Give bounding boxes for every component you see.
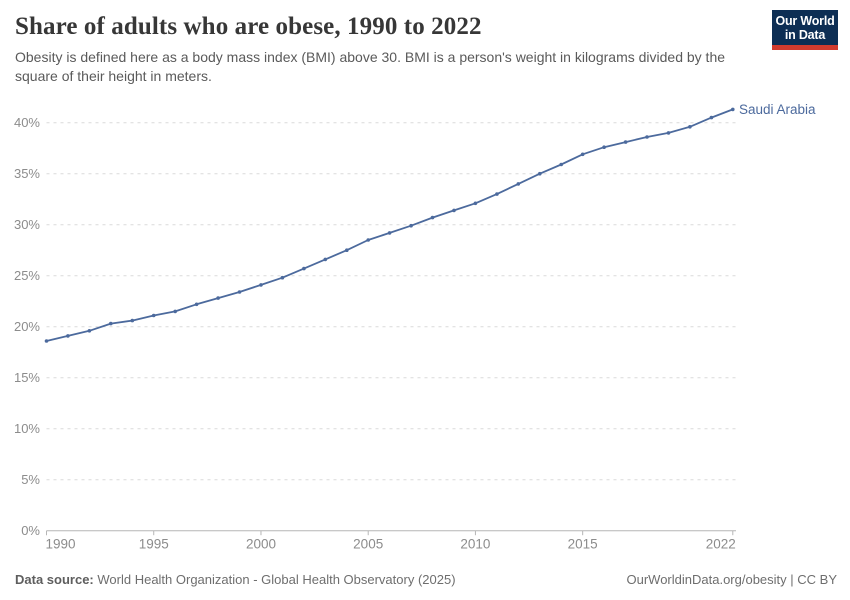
- data-point: [645, 135, 649, 139]
- chart-header: Share of adults who are obese, 1990 to 2…: [15, 13, 765, 85]
- data-point: [302, 266, 306, 271]
- data-point: [580, 152, 585, 157]
- x-axis-tick-label: 2000: [246, 537, 276, 552]
- data-point: [323, 257, 328, 262]
- chart-footer: Data source: World Health Organization -…: [15, 572, 837, 587]
- x-axis-tick-label: 1990: [46, 537, 76, 552]
- y-axis-tick-label: 20%: [14, 319, 40, 334]
- y-axis-tick-label: 0%: [21, 523, 40, 538]
- data-point: [173, 309, 177, 314]
- data-point: [409, 223, 413, 228]
- data-source-label: Data source:: [15, 572, 94, 587]
- data-point: [259, 283, 263, 287]
- y-axis-tick-label: 35%: [14, 166, 40, 181]
- data-point: [559, 162, 563, 167]
- data-line: [45, 108, 734, 342]
- x-axis-tick-label: 2005: [353, 537, 383, 552]
- data-point: [87, 329, 92, 333]
- data-point: [44, 339, 49, 343]
- data-point: [387, 231, 392, 235]
- y-axis-tick-label: 40%: [14, 115, 40, 130]
- data-point: [109, 321, 113, 326]
- x-axis-tick-label: 2022: [706, 537, 736, 552]
- data-point: [366, 238, 371, 242]
- data-point: [345, 248, 349, 252]
- data-point: [452, 208, 456, 213]
- y-axis-tick-label: 25%: [14, 268, 40, 283]
- x-axis-tick-label: 2015: [568, 537, 598, 552]
- data-point: [602, 145, 606, 149]
- y-axis-tick-label: 15%: [14, 370, 40, 385]
- chart-subtitle: Obesity is defined here as a body mass i…: [15, 49, 726, 84]
- x-axis-tick-label: 1995: [139, 537, 169, 552]
- data-point: [280, 275, 285, 280]
- entity-label: Saudi Arabia: [739, 102, 816, 117]
- data-point: [66, 334, 70, 338]
- data-point: [731, 107, 735, 112]
- data-point: [151, 313, 156, 318]
- page-title: Share of adults who are obese, 1990 to 2…: [15, 13, 482, 40]
- data-point: [130, 318, 135, 323]
- data-point: [666, 131, 671, 135]
- data-point: [237, 290, 242, 294]
- y-axis-tick-label: 10%: [14, 421, 40, 436]
- owid-logo: Our World in Data: [772, 10, 838, 50]
- data-point: [623, 140, 628, 144]
- attribution: OurWorldinData.org/obesity | CC BY: [626, 572, 838, 587]
- data-point: [430, 215, 435, 220]
- data-point: [473, 201, 478, 206]
- data-point: [216, 296, 220, 300]
- data-point: [688, 125, 692, 129]
- owid-logo-line1: Our World: [775, 14, 835, 28]
- data-point: [516, 182, 521, 186]
- data-point: [538, 171, 542, 176]
- data-point: [495, 192, 499, 196]
- data-source: Data source: World Health Organization -…: [15, 572, 456, 587]
- data-point: [709, 115, 714, 120]
- data-source-text: World Health Organization - Global Healt…: [97, 572, 456, 587]
- x-axis-tick-label: 2010: [460, 537, 490, 552]
- y-axis-tick-label: 30%: [14, 217, 40, 232]
- owid-logo-line2: in Data: [784, 27, 826, 42]
- data-point: [194, 302, 199, 307]
- y-axis-tick-label: 5%: [21, 472, 40, 487]
